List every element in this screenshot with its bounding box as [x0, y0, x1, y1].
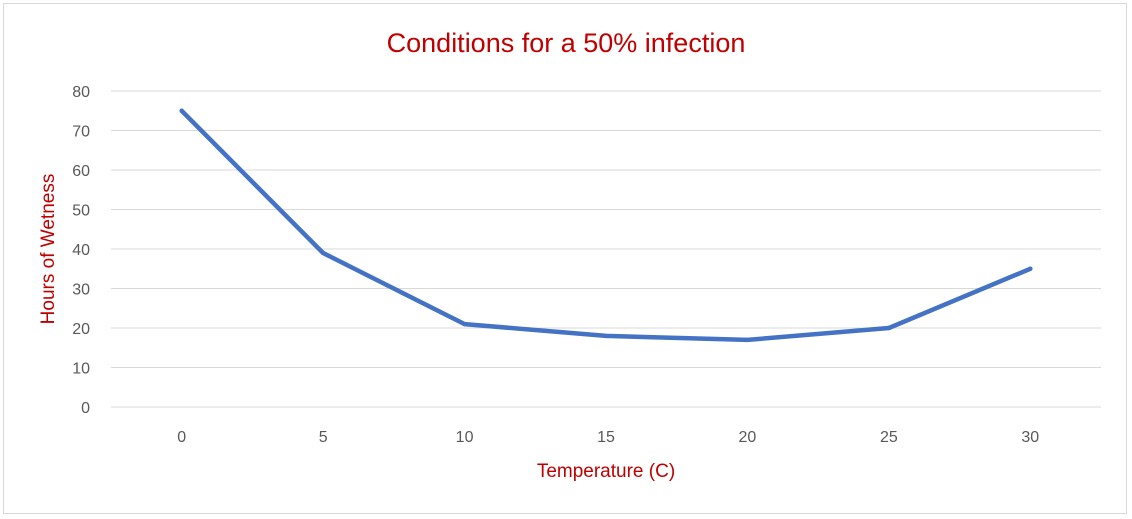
x-tick-label: 15 [597, 429, 615, 446]
data-point [462, 321, 467, 327]
y-tick-label: 10 [72, 361, 90, 378]
series-line [179, 108, 1033, 343]
x-axis-title: Temperature (C) [537, 461, 675, 482]
y-tick-label: 20 [72, 321, 90, 338]
y-tick-label: 70 [72, 124, 90, 141]
chart-frame [3, 3, 1127, 514]
data-point [603, 333, 609, 339]
y-tick-label: 60 [72, 163, 90, 180]
y-axis-ticks: 0 10 20 30 40 50 60 70 80 [72, 84, 90, 417]
x-tick-label: 10 [456, 429, 474, 446]
y-tick-label: 40 [72, 242, 90, 259]
y-tick-label: 30 [72, 282, 90, 299]
x-tick-label: 5 [319, 429, 328, 446]
y-tick-label: 80 [72, 84, 90, 101]
data-point [320, 250, 326, 256]
data-point [179, 108, 184, 113]
gridlines [111, 90, 1101, 408]
chart-title: Conditions for a 50% infection [387, 28, 746, 58]
data-point [745, 337, 750, 343]
x-tick-label: 25 [880, 429, 898, 446]
y-tick-label: 0 [81, 400, 90, 417]
y-axis-title: Hours of Wetness [38, 174, 59, 325]
data-point [886, 325, 892, 331]
data-point [1028, 266, 1033, 271]
series-layer [179, 108, 1033, 343]
x-tick-label: 20 [739, 429, 757, 446]
y-tick-label: 50 [72, 203, 90, 220]
x-axis-ticks: 0 5 10 15 20 25 30 [177, 429, 1039, 446]
x-tick-label: 30 [1021, 429, 1039, 446]
x-tick-label: 0 [177, 429, 186, 446]
